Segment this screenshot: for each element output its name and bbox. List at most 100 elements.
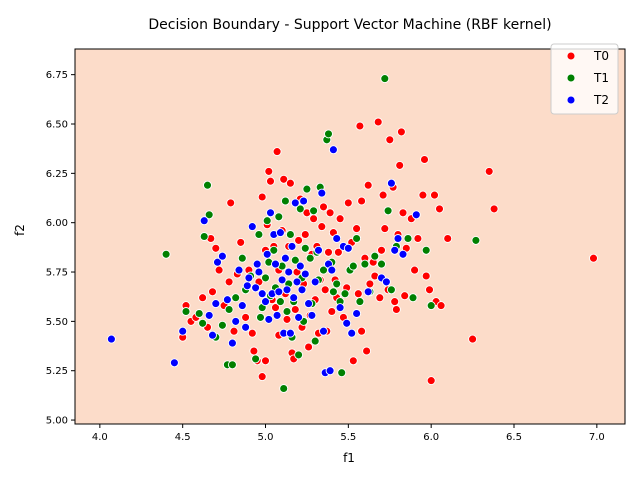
data-point-t2 xyxy=(393,234,403,243)
data-point-t0 xyxy=(309,214,319,224)
data-point-t0 xyxy=(413,234,423,243)
y-tick-label: 6.00 xyxy=(46,218,68,229)
data-point-t2 xyxy=(390,245,400,255)
data-point-t1 xyxy=(302,184,312,194)
data-point-t0 xyxy=(468,334,478,344)
data-point-t0 xyxy=(410,265,420,275)
data-point-t2 xyxy=(208,330,217,340)
data-point-t1 xyxy=(340,289,350,299)
legend-marker-t0 xyxy=(566,51,576,61)
data-point-t1 xyxy=(352,234,362,243)
data-point-t0 xyxy=(236,237,246,247)
data-point-t1 xyxy=(377,259,386,269)
data-point-t2 xyxy=(264,314,274,324)
data-point-t2 xyxy=(262,249,272,259)
data-point-t1 xyxy=(217,320,227,330)
data-point-t0 xyxy=(249,346,259,356)
plot-area xyxy=(74,48,626,425)
data-point-t1 xyxy=(295,204,305,214)
data-point-t0 xyxy=(261,356,270,366)
data-point-t2 xyxy=(295,261,305,271)
data-point-t1 xyxy=(310,336,320,346)
data-point-t1 xyxy=(421,245,431,255)
data-point-t2 xyxy=(254,267,264,277)
data-point-t0 xyxy=(198,293,208,303)
data-point-t1 xyxy=(194,309,204,318)
data-point-t0 xyxy=(398,208,408,218)
data-point-t0 xyxy=(320,285,330,295)
data-point-t2 xyxy=(106,334,116,344)
y-tick-label: 6.75 xyxy=(46,70,68,81)
data-point-t0 xyxy=(373,117,383,127)
data-point-t2 xyxy=(234,265,244,275)
data-point-t2 xyxy=(285,328,295,338)
data-point-t2 xyxy=(169,358,179,368)
x-tick-label: 7.0 xyxy=(589,432,605,443)
data-point-t1 xyxy=(262,216,272,226)
data-point-t1 xyxy=(261,273,270,283)
x-tick-label: 4.5 xyxy=(175,432,191,443)
data-point-t0 xyxy=(395,160,405,170)
data-point-t0 xyxy=(357,326,367,336)
data-point-t1 xyxy=(224,305,234,314)
data-point-t1 xyxy=(348,261,358,271)
data-point-t1 xyxy=(324,129,333,139)
data-point-t0 xyxy=(272,147,282,157)
data-point-t0 xyxy=(211,243,221,253)
axes-frame xyxy=(74,48,626,425)
data-point-t2 xyxy=(307,310,317,320)
data-point-t1 xyxy=(290,255,300,265)
data-point-t0 xyxy=(304,342,314,352)
data-point-t1 xyxy=(203,180,212,190)
data-point-t0 xyxy=(300,230,310,239)
data-point-t1 xyxy=(332,279,342,289)
data-point-t1 xyxy=(403,234,413,243)
data-point-t0 xyxy=(421,271,431,281)
data-point-t2 xyxy=(178,326,188,336)
data-point-t1 xyxy=(408,293,418,303)
data-point-t2 xyxy=(290,198,300,208)
data-point-t1 xyxy=(237,253,247,263)
data-point-t2 xyxy=(204,310,214,320)
data-point-t2 xyxy=(300,269,310,279)
data-point-t2 xyxy=(199,216,209,226)
data-point-t2 xyxy=(297,285,307,295)
data-point-t0 xyxy=(324,247,333,257)
data-point-t0 xyxy=(335,214,345,224)
data-point-t0 xyxy=(391,305,401,314)
data-point-t0 xyxy=(365,279,375,289)
data-point-t2 xyxy=(381,277,391,287)
data-point-t0 xyxy=(208,287,217,297)
data-point-t1 xyxy=(198,318,208,328)
y-tick-label: 5.50 xyxy=(46,317,68,328)
data-point-t0 xyxy=(224,277,234,287)
data-point-t0 xyxy=(257,372,267,382)
data-point-t2 xyxy=(277,275,287,285)
data-point-t0 xyxy=(294,235,304,245)
data-point-t0 xyxy=(343,198,353,208)
data-point-t0 xyxy=(589,253,598,263)
data-point-t0 xyxy=(241,312,251,322)
data-point-t2 xyxy=(213,257,222,267)
data-point-t1 xyxy=(380,74,390,84)
data-point-t0 xyxy=(400,291,410,301)
legend-marker-t2 xyxy=(566,95,576,105)
data-point-t1 xyxy=(161,249,171,259)
data-point-t0 xyxy=(385,135,395,145)
x-tick-label: 5.0 xyxy=(258,432,274,443)
data-point-t1 xyxy=(360,259,370,269)
data-point-t1 xyxy=(274,212,284,222)
data-point-t2 xyxy=(242,281,252,291)
data-point-t2 xyxy=(271,259,280,269)
data-point-t0 xyxy=(266,176,275,186)
data-point-t2 xyxy=(314,245,323,255)
data-point-t0 xyxy=(425,285,434,295)
data-point-t2 xyxy=(284,267,294,277)
x-axis: 4.0 4.5 5.0 5.5 6.0 6.5 7.0 xyxy=(92,424,605,443)
data-point-t0 xyxy=(377,245,386,255)
data-point-t2 xyxy=(352,309,362,318)
data-point-t0 xyxy=(319,202,328,212)
data-point-t1 xyxy=(269,245,279,255)
data-point-t0 xyxy=(375,293,385,303)
